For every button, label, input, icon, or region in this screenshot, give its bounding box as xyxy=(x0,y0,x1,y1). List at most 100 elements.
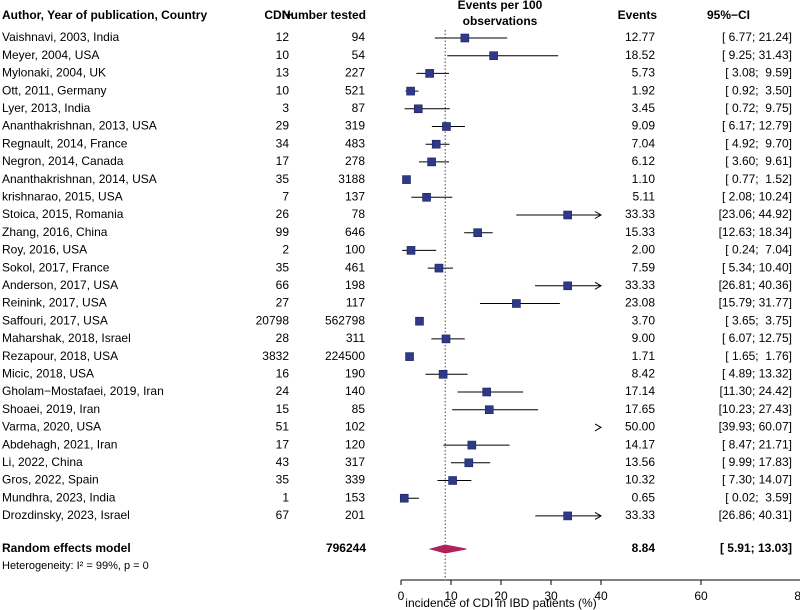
study-estimate xyxy=(448,476,457,485)
cdi-count: 15 xyxy=(276,402,290,416)
ci-label: [ 7.30; 14.07] xyxy=(722,473,792,487)
cdi-count: 16 xyxy=(276,366,290,380)
ci-label: [11.30; 24.42] xyxy=(719,384,792,398)
ci-label: [ 3.65; 3.75] xyxy=(725,313,792,327)
study-estimate xyxy=(563,511,572,521)
events-value: 1.92 xyxy=(632,83,656,97)
cdi-count: 1 xyxy=(282,490,289,504)
ci-label: [ 0.77; 1.52] xyxy=(725,172,792,186)
ci-label: [23.06; 44.92] xyxy=(719,207,792,221)
events-value: 3.70 xyxy=(632,313,656,327)
tested-count: 311 xyxy=(346,331,365,345)
tested-count: 319 xyxy=(345,119,365,133)
study-label: Gholam−Mostafaei, 2019, Iran xyxy=(2,384,164,398)
tested-count: 3188 xyxy=(338,172,365,186)
pooled-total: 796244 xyxy=(326,541,366,555)
cdi-count: 34 xyxy=(276,136,290,150)
ci-arrow xyxy=(594,211,602,219)
events-value: 12.77 xyxy=(625,30,655,44)
ci-label: [39.93; 60.07] xyxy=(719,420,792,434)
study-estimate xyxy=(442,122,451,131)
study-label: Ott, 2011, Germany xyxy=(2,83,107,97)
cdi-count: 67 xyxy=(276,508,290,522)
tested-count: 153 xyxy=(345,490,365,504)
ci-label: [10.23; 27.43] xyxy=(719,402,792,416)
header-events: Events xyxy=(618,8,658,22)
study-label: Stoica, 2015, Romania xyxy=(2,207,124,221)
ci-label: [26.81; 40.36] xyxy=(719,278,792,292)
study-label: Ananthakrishnan, 2014, USA xyxy=(2,172,157,186)
tested-count: 87 xyxy=(352,101,366,115)
cdi-count: 13 xyxy=(276,66,290,80)
events-value: 9.00 xyxy=(632,331,656,345)
cdi-count: 99 xyxy=(276,225,290,239)
study-label: Sokol, 2017, France xyxy=(2,260,110,274)
cdi-count: 26 xyxy=(276,207,290,221)
cdi-count: 2 xyxy=(282,243,289,257)
pooled-value: 8.84 xyxy=(632,541,656,555)
tested-count: 646 xyxy=(345,225,365,239)
x-tick-label: 40 xyxy=(594,589,608,603)
study-label: Saffouri, 2017, USA xyxy=(2,313,108,327)
study-label: Gros, 2022, Spain xyxy=(2,473,99,487)
ci-label: [ 5.34; 10.40] xyxy=(722,260,792,274)
events-value: 15.33 xyxy=(625,225,655,239)
events-value: 6.12 xyxy=(632,154,656,168)
study-estimate xyxy=(441,334,451,344)
header-study: Author, Year of publication, Country xyxy=(2,8,207,22)
study-label: Roy, 2016, USA xyxy=(2,243,87,257)
header-tested: Number tested xyxy=(282,8,366,22)
study-estimate xyxy=(563,281,572,291)
ci-label: [15.79; 31.77] xyxy=(719,296,792,310)
tested-count: 562798 xyxy=(325,313,365,327)
pooled-ci: [ 5.91; 13.03] xyxy=(720,541,792,555)
study-label: Mylonaki, 2004, UK xyxy=(2,66,106,80)
tested-count: 120 xyxy=(345,437,365,451)
study-label: Zhang, 2016, China xyxy=(2,225,108,239)
pooled-diamond xyxy=(428,544,467,554)
tested-count: 227 xyxy=(345,66,365,80)
study-estimate xyxy=(489,51,498,61)
x-tick-label: 80 xyxy=(794,589,800,603)
tested-count: 198 xyxy=(345,278,365,292)
study-label: Ananthakrishnan, 2013, USA xyxy=(2,119,157,133)
x-tick-label: 60 xyxy=(694,589,708,603)
study-estimate xyxy=(563,210,572,220)
ci-label: [ 9.99; 17.83] xyxy=(722,455,792,469)
events-value: 10.32 xyxy=(625,473,655,487)
cdi-count: 3 xyxy=(282,101,289,115)
cdi-count: 24 xyxy=(276,384,290,398)
events-value: 23.08 xyxy=(625,296,655,310)
study-label: krishnarao, 2015, USA xyxy=(2,189,123,203)
ci-label: [ 9.25; 31.43] xyxy=(722,48,792,62)
study-estimate xyxy=(512,299,521,308)
tested-count: 190 xyxy=(345,366,365,380)
study-label: Varma, 2020, USA xyxy=(2,420,101,434)
ci-label: [ 2.08; 10.24] xyxy=(722,189,792,203)
cdi-count: 35 xyxy=(276,260,290,274)
ci-arrow xyxy=(594,511,602,520)
cdi-count: 51 xyxy=(276,420,290,434)
study-estimate xyxy=(460,33,470,43)
study-estimate xyxy=(402,175,411,184)
study-estimate xyxy=(431,139,441,149)
study-estimate xyxy=(422,193,431,202)
events-value: 33.33 xyxy=(625,207,655,221)
events-value: 5.73 xyxy=(632,66,656,80)
events-value: 1.71 xyxy=(632,349,656,363)
cdi-count: 17 xyxy=(276,154,290,168)
cdi-count: 35 xyxy=(276,172,290,186)
tested-count: 140 xyxy=(345,384,365,398)
events-value: 17.65 xyxy=(625,402,655,416)
study-estimate xyxy=(438,369,448,379)
header-ci: 95%−CI xyxy=(707,8,750,22)
study-label: Anderson, 2017, USA xyxy=(2,278,118,292)
tested-count: 100 xyxy=(345,243,365,257)
study-label: Shoaei, 2019, Iran xyxy=(2,402,100,416)
tested-count: 317 xyxy=(345,455,365,469)
cdi-count: 20798 xyxy=(256,313,290,327)
events-value: 1.10 xyxy=(632,172,656,186)
cdi-count: 35 xyxy=(276,473,290,487)
ci-label: [ 0.24; 7.04] xyxy=(725,243,792,257)
cdi-count: 28 xyxy=(276,331,290,345)
